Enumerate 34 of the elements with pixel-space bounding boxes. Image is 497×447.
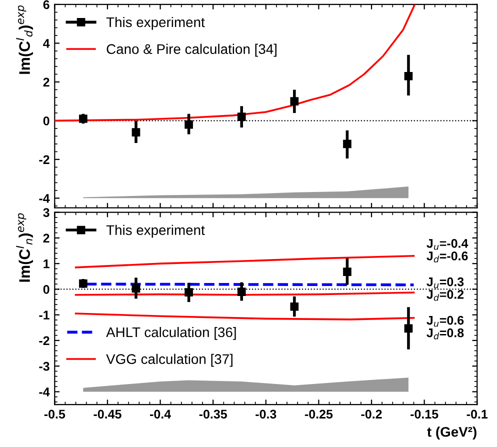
y-tick-label: -3 <box>39 362 50 371</box>
y-tick-label: 3 <box>43 208 50 217</box>
y-axis-title: Im(C$^{I}$$_{d}$)$^{exp}$ <box>16 5 33 74</box>
y-tick-label: 0 <box>43 285 50 294</box>
y-tick-label: 0 <box>43 116 50 126</box>
y-tick-label: 2 <box>43 234 50 242</box>
x-tick-label: -0.4 <box>150 410 171 419</box>
y-tick-label: -1 <box>39 310 50 320</box>
y-tick-label: -2 <box>39 336 50 345</box>
legend-label: This experiment <box>106 224 205 238</box>
legend-label: AHLT calculation [36] <box>106 326 236 340</box>
y-tick-label: 4 <box>43 39 50 48</box>
x-tick-label: -0.5 <box>44 410 66 419</box>
annotation: J$_{u}$=-0.4 J$_{d}$=-0.6 <box>426 238 468 262</box>
legend-label: VGG calculation [37] <box>106 354 232 367</box>
legend-label: Cano & Pire calculation [34] <box>106 44 276 57</box>
y-tick-label: -4 <box>39 194 50 203</box>
x-tick-label: -0.15 <box>410 410 438 419</box>
y-tick-label: -4 <box>39 388 50 396</box>
x-tick-label: -0.2 <box>361 410 382 419</box>
y-tick-label: -2 <box>39 155 50 164</box>
y-axis-title: Im(C$^{I}$$_{n}$)$^{exp}$ <box>16 213 33 282</box>
annotation: J$_{u}$=0.6 J$_{d}$=0.8 <box>426 316 464 340</box>
y-tick-label: 6 <box>43 0 50 10</box>
x-axis-title: t (GeV²) <box>427 426 476 440</box>
annotation: J$_{u}$=0.3 J$_{d}$=0.2 <box>426 277 464 301</box>
x-tick-label: -0.1 <box>466 410 488 419</box>
x-tick-label: -0.25 <box>304 410 333 419</box>
x-tick-label: -0.45 <box>94 410 122 419</box>
y-tick-label: 2 <box>43 78 50 86</box>
x-tick-label: -0.35 <box>199 410 227 419</box>
y-tick-label: 1 <box>44 260 50 268</box>
legend-label: This experiment <box>106 16 205 30</box>
x-tick-label: -0.3 <box>256 410 276 419</box>
